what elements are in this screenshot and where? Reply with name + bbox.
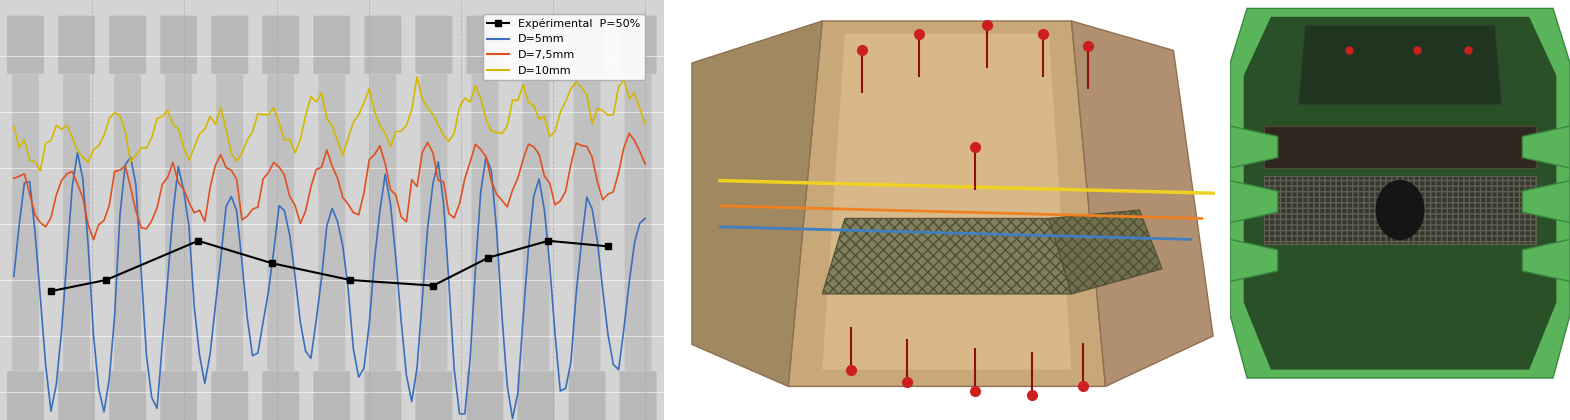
FancyBboxPatch shape — [212, 16, 248, 74]
Bar — [1264, 126, 1535, 168]
FancyBboxPatch shape — [471, 74, 498, 371]
FancyBboxPatch shape — [262, 16, 300, 74]
FancyBboxPatch shape — [518, 16, 554, 74]
Polygon shape — [1071, 21, 1214, 386]
Polygon shape — [823, 34, 1071, 370]
Legend: Expérimental  P=50%, D=5mm, D=7,5mm, D=10mm: Expérimental P=50%, D=5mm, D=7,5mm, D=10… — [482, 14, 645, 80]
Polygon shape — [1231, 8, 1570, 378]
FancyBboxPatch shape — [620, 16, 656, 74]
FancyBboxPatch shape — [115, 74, 141, 371]
FancyBboxPatch shape — [110, 16, 146, 74]
FancyBboxPatch shape — [110, 371, 146, 420]
FancyBboxPatch shape — [160, 16, 198, 74]
FancyBboxPatch shape — [262, 371, 300, 420]
Bar — [1264, 176, 1535, 244]
FancyBboxPatch shape — [58, 371, 96, 420]
FancyBboxPatch shape — [217, 74, 243, 371]
Polygon shape — [692, 21, 823, 386]
Polygon shape — [1049, 210, 1162, 294]
Polygon shape — [1523, 126, 1570, 168]
Circle shape — [1377, 181, 1424, 239]
FancyBboxPatch shape — [13, 74, 39, 371]
FancyBboxPatch shape — [416, 371, 452, 420]
FancyBboxPatch shape — [212, 371, 248, 420]
FancyBboxPatch shape — [8, 16, 44, 74]
FancyBboxPatch shape — [8, 371, 44, 420]
Polygon shape — [1231, 181, 1278, 223]
FancyBboxPatch shape — [523, 74, 550, 371]
Polygon shape — [1231, 126, 1278, 168]
FancyBboxPatch shape — [319, 74, 345, 371]
FancyBboxPatch shape — [466, 371, 504, 420]
FancyBboxPatch shape — [670, 16, 708, 74]
FancyBboxPatch shape — [620, 371, 656, 420]
Polygon shape — [823, 218, 1071, 294]
FancyBboxPatch shape — [466, 16, 504, 74]
FancyBboxPatch shape — [568, 16, 606, 74]
FancyBboxPatch shape — [369, 74, 396, 371]
FancyBboxPatch shape — [267, 74, 294, 371]
FancyBboxPatch shape — [364, 16, 402, 74]
FancyBboxPatch shape — [58, 16, 96, 74]
Polygon shape — [788, 21, 1105, 386]
FancyBboxPatch shape — [573, 74, 600, 371]
Polygon shape — [1298, 25, 1502, 105]
FancyBboxPatch shape — [421, 74, 447, 371]
FancyBboxPatch shape — [675, 74, 703, 371]
FancyBboxPatch shape — [165, 74, 192, 371]
FancyBboxPatch shape — [625, 74, 652, 371]
FancyBboxPatch shape — [314, 371, 350, 420]
Polygon shape — [1243, 17, 1556, 370]
FancyBboxPatch shape — [63, 74, 89, 371]
Polygon shape — [1523, 239, 1570, 281]
FancyBboxPatch shape — [314, 16, 350, 74]
FancyBboxPatch shape — [568, 371, 606, 420]
FancyBboxPatch shape — [364, 371, 402, 420]
FancyBboxPatch shape — [518, 371, 554, 420]
FancyBboxPatch shape — [670, 371, 708, 420]
Polygon shape — [1523, 181, 1570, 223]
Polygon shape — [1231, 239, 1278, 281]
FancyBboxPatch shape — [416, 16, 452, 74]
FancyBboxPatch shape — [160, 371, 198, 420]
